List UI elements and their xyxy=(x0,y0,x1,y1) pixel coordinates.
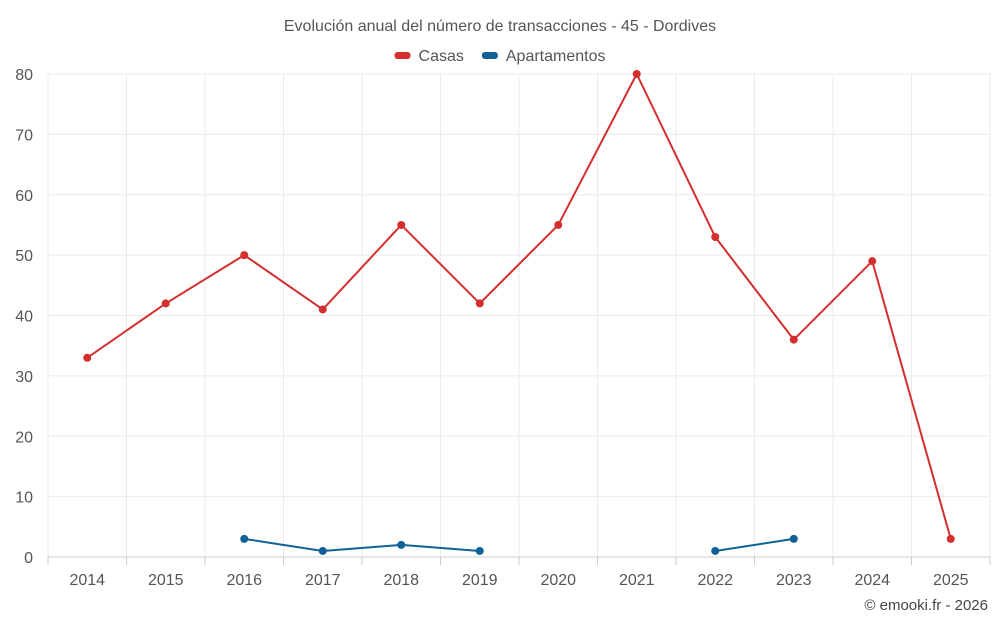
data-point[interactable] xyxy=(711,233,720,242)
data-point[interactable] xyxy=(161,299,170,308)
series-line xyxy=(715,537,794,552)
data-point[interactable] xyxy=(475,299,484,308)
x-tick-label: 2023 xyxy=(776,572,812,589)
series-layer xyxy=(83,70,955,555)
x-tick-label: 2015 xyxy=(148,572,184,589)
legend-swatch xyxy=(481,52,498,59)
x-tick-label: 2016 xyxy=(226,572,262,589)
y-tick-label: 70 xyxy=(15,127,33,144)
y-tick-label: 60 xyxy=(15,188,33,205)
x-tick-label: 2017 xyxy=(305,572,341,589)
x-tick-label: 2020 xyxy=(540,572,576,589)
y-tick-label: 40 xyxy=(15,309,33,326)
y-axis-tick-labels: 0 10 20 30 40 50 60 70 80 xyxy=(15,67,33,567)
data-point[interactable] xyxy=(397,540,406,549)
legend-swatch xyxy=(394,52,411,59)
series-apartamentos xyxy=(240,534,798,555)
series-line xyxy=(86,73,952,540)
data-point[interactable] xyxy=(946,534,955,543)
data-point[interactable] xyxy=(632,70,641,78)
data-point[interactable] xyxy=(789,534,798,543)
y-tick-label: 80 xyxy=(15,67,33,84)
x-tick-label: 2018 xyxy=(383,572,419,589)
credit-text: © emooki.fr - 2026 xyxy=(864,597,988,614)
data-point[interactable] xyxy=(318,546,327,555)
legend-label: Casas xyxy=(419,48,464,65)
legend-item[interactable]: Casas xyxy=(394,48,464,65)
data-point[interactable] xyxy=(240,534,249,543)
x-tick-label: 2024 xyxy=(854,572,890,589)
data-point[interactable] xyxy=(475,546,484,555)
data-point[interactable] xyxy=(868,257,877,266)
series-casas xyxy=(83,70,955,543)
x-tick-label: 2021 xyxy=(619,572,655,589)
x-tick-label: 2019 xyxy=(462,572,498,589)
data-point[interactable] xyxy=(711,546,720,555)
x-axis-tick-labels: 2014 2015 2016 2017 2018 2019 2020 2021 2022 2023… xyxy=(69,572,968,589)
legend-item[interactable]: Apartamentos xyxy=(481,48,606,65)
data-point[interactable] xyxy=(397,220,406,229)
y-tick-label: 30 xyxy=(15,369,33,386)
x-tick-label: 2014 xyxy=(69,572,105,589)
data-point[interactable] xyxy=(554,220,563,229)
legend: Casas Apartamentos xyxy=(394,48,606,65)
legend-label: Apartamentos xyxy=(506,48,606,65)
data-point[interactable] xyxy=(789,335,798,344)
data-point[interactable] xyxy=(240,251,249,260)
y-tick-label: 50 xyxy=(15,248,33,265)
horizontal-gridlines xyxy=(48,73,990,498)
y-tick-label: 10 xyxy=(15,490,33,507)
series-line xyxy=(244,537,480,552)
x-tick-label: 2022 xyxy=(697,572,733,589)
data-point[interactable] xyxy=(318,305,327,314)
chart-title: Evolución anual del número de transaccio… xyxy=(284,18,716,35)
y-tick-label: 0 xyxy=(24,550,33,567)
y-tick-label: 20 xyxy=(15,429,33,446)
axes xyxy=(47,556,991,565)
data-point[interactable] xyxy=(83,353,92,362)
x-tick-label: 2025 xyxy=(933,572,969,589)
